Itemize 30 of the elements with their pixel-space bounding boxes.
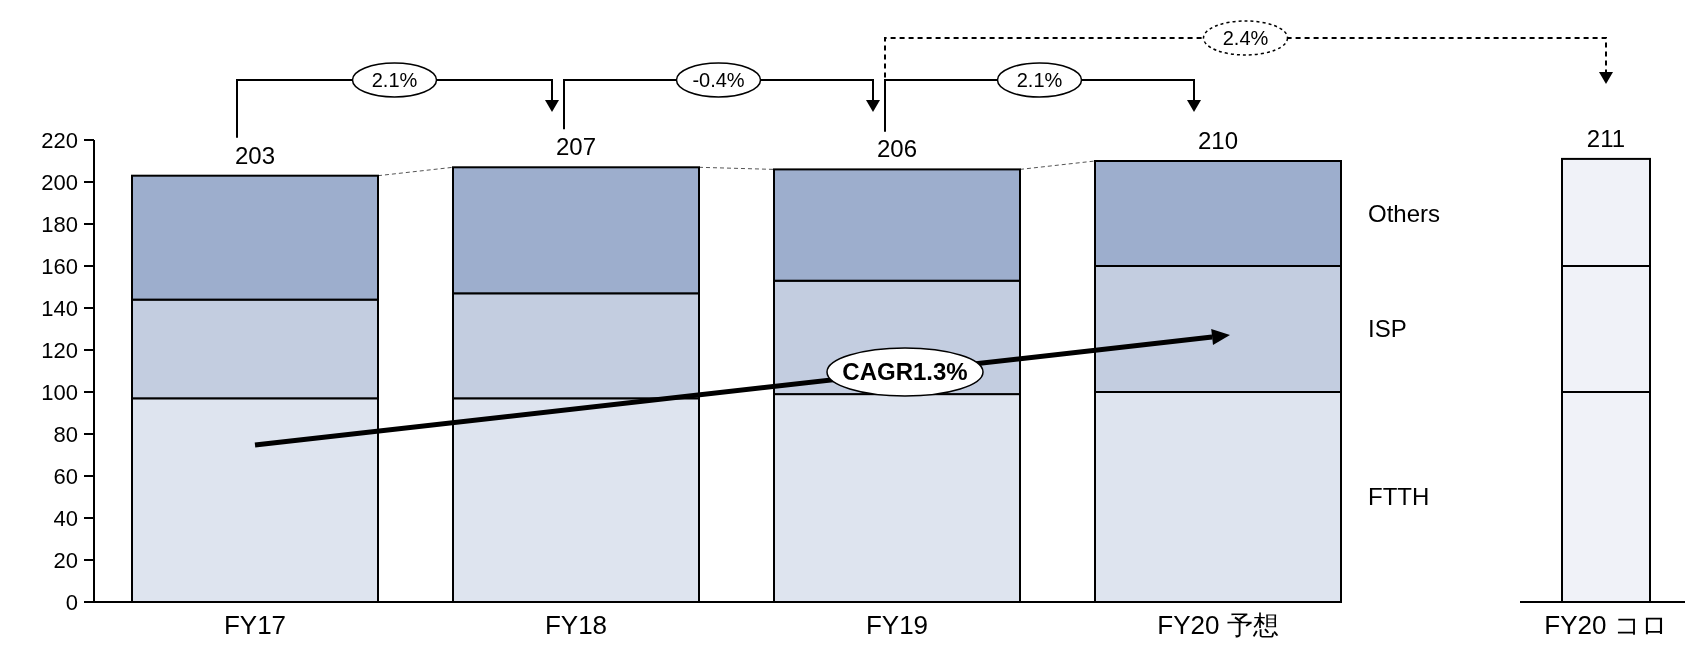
x-tick-label: FY18 [544, 610, 608, 640]
total-label: 211 [1586, 124, 1626, 152]
y-tick-label: 80 [53, 421, 78, 447]
y-tick-label: 20 [53, 547, 78, 573]
text: 2.4% [1222, 27, 1269, 49]
y-tick-label: 100 [41, 379, 78, 405]
series-label: ISP [1368, 315, 1407, 343]
total-label: 206 [876, 135, 918, 163]
text: -0.4% [692, 69, 745, 91]
y-tick-label: 120 [41, 337, 78, 363]
y-tick-label: 60 [53, 463, 78, 489]
y-tick-label: 200 [41, 169, 78, 195]
x-tick-label: FY17 [223, 610, 287, 640]
y-tick-label: 140 [41, 295, 78, 321]
text: 2.1% [1016, 69, 1063, 91]
x-tick-label: FY20 コロ [1544, 610, 1668, 640]
y-tick-label: 0 [65, 589, 78, 615]
y-tick-label: 40 [53, 505, 78, 531]
total-label: 207 [555, 133, 597, 161]
y-tick-label: 220 [41, 127, 78, 153]
y-tick-label: 180 [41, 211, 78, 237]
y-tick-label: 160 [41, 253, 78, 279]
total-label: 203 [234, 141, 276, 169]
x-tick-label: FY20 予想 [1157, 610, 1279, 640]
total-label: 210 [1197, 127, 1239, 154]
series-label: Others [1368, 199, 1441, 227]
x-tick-label: FY19 [865, 610, 929, 640]
series-label: FTTH [1368, 483, 1430, 511]
annotation: CAGR1.3% [842, 358, 968, 386]
text: 2.1% [371, 69, 418, 91]
